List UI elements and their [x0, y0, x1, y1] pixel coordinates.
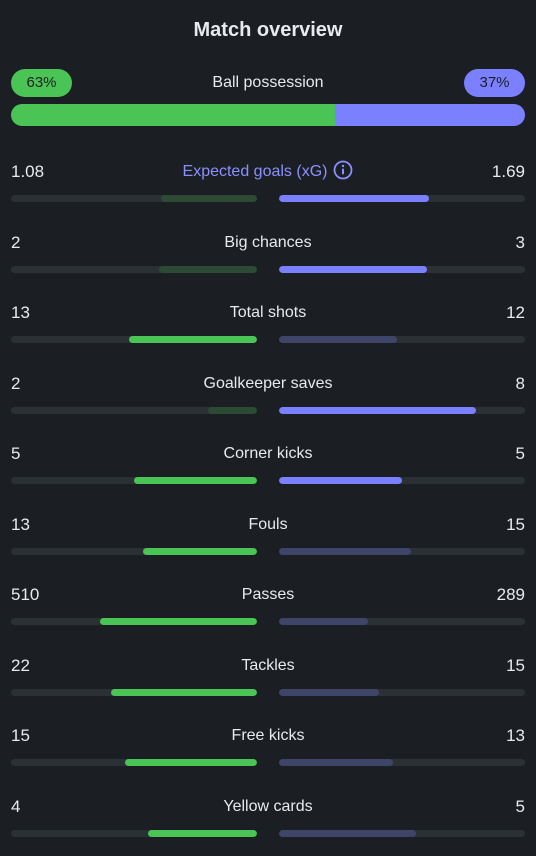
possession-label: Ball possession	[212, 74, 324, 91]
away-value: 13	[506, 726, 525, 745]
possession-bar-away	[334, 104, 525, 126]
stat-label-text: Corner kicks	[223, 445, 313, 462]
stat-label-text: Passes	[241, 586, 295, 603]
away-bar-fill	[279, 829, 416, 837]
stat-row-passes: 510 Passes 289	[11, 583, 525, 631]
home-bar-fill	[158, 265, 257, 273]
stat-row-corner-kicks: 5 Corner kicks 5	[11, 442, 525, 490]
stat-row-goalkeeper-saves: 2 Goalkeeper saves 8	[11, 372, 525, 420]
stat-row-tackles: 22 Tackles 15	[11, 654, 525, 702]
away-bar-fill	[279, 195, 430, 202]
home-bar-fill	[99, 618, 257, 625]
away-bar-track	[279, 759, 525, 766]
home-value: 2	[11, 232, 21, 252]
home-bar-fill	[129, 336, 257, 343]
home-bar-fill	[125, 759, 257, 766]
home-bar-track	[11, 688, 257, 696]
home-bar-track	[11, 547, 257, 555]
stat-row-fouls: 13 Fouls 15	[11, 513, 525, 561]
stat-label[interactable]: Expected goals (xG)	[11, 160, 525, 184]
away-possession-badge: 37%	[464, 69, 525, 97]
stat-row-free-kicks: 15 Free kicks 13	[11, 724, 525, 772]
away-value: 289	[496, 585, 525, 604]
away-bar-fill	[279, 547, 411, 555]
away-bar-fill	[279, 477, 402, 484]
away-bar-track	[279, 618, 525, 625]
home-bar-fill	[161, 195, 257, 202]
home-bar-track	[11, 336, 257, 343]
stat-label: Fouls	[11, 513, 525, 537]
home-value: 13	[11, 303, 30, 322]
possession-header: 63% Ball possession 37%	[11, 69, 525, 97]
home-bar-fill	[207, 406, 257, 414]
stat-label-text: Goalkeeper saves	[203, 374, 333, 392]
home-possession-badge: 63%	[11, 69, 72, 97]
home-bar-track	[11, 195, 257, 202]
away-value: 3	[515, 232, 525, 252]
stat-label-text: Big chances	[224, 233, 312, 251]
away-bar-fill	[279, 265, 427, 273]
stat-label-text: Total shots	[229, 304, 307, 321]
stat-label-text: Yellow cards	[223, 797, 313, 815]
away-bar-fill	[279, 688, 379, 696]
home-bar-track	[11, 759, 257, 766]
home-value: 22	[11, 655, 30, 675]
stat-row-big-chances: 2 Big chances 3	[11, 231, 525, 279]
stat-label: Big chances	[11, 231, 525, 255]
stat-label-text: Expected goals (xG)	[182, 163, 328, 180]
stat-label-text: Tackles	[241, 656, 295, 674]
home-bar-track	[11, 477, 257, 484]
home-bar-track	[11, 618, 257, 625]
away-value: 1.69	[491, 162, 525, 181]
home-bar-fill	[110, 688, 257, 696]
stat-label: Yellow cards	[11, 795, 525, 819]
home-value: 510	[11, 585, 40, 604]
stat-row-total-shots: 13 Total shots 12	[11, 301, 525, 349]
away-value: 15	[506, 514, 525, 534]
home-value: 1.08	[11, 162, 45, 181]
home-bar-track	[11, 406, 257, 414]
stat-row-yellow-cards: 4 Yellow cards 5	[11, 795, 525, 843]
away-bar-fill	[279, 759, 394, 766]
stat-row-expected-goals: 1.08 Expected goals (xG) 1.69	[11, 160, 525, 208]
home-bar-fill	[142, 547, 257, 555]
info-icon[interactable]	[333, 160, 353, 180]
away-value: 5	[515, 444, 525, 463]
away-bar-track	[279, 547, 525, 555]
away-bar-track	[279, 688, 525, 696]
away-value: 8	[515, 373, 525, 393]
away-bar-track	[279, 195, 525, 202]
stat-label: Total shots	[11, 301, 525, 325]
home-bar-fill	[134, 477, 257, 484]
home-value: 2	[11, 373, 21, 393]
away-bar-track	[279, 265, 525, 273]
page-title: Match overview	[193, 19, 343, 41]
away-bar-track	[279, 477, 525, 484]
home-value: 4	[11, 796, 21, 816]
home-bar-track	[11, 829, 257, 837]
away-bar-track	[279, 336, 525, 343]
away-value: 12	[506, 303, 525, 322]
stat-label-text: Fouls	[248, 515, 288, 533]
stat-label: Free kicks	[11, 724, 525, 748]
stat-label: Goalkeeper saves	[11, 372, 525, 396]
away-bar-fill	[279, 336, 398, 343]
stat-label-text: Free kicks	[231, 727, 305, 744]
stat-label: Corner kicks	[11, 442, 525, 466]
home-bar-track	[11, 265, 257, 273]
away-bar-fill	[279, 618, 368, 625]
home-value: 5	[11, 444, 21, 463]
stat-label: Tackles	[11, 654, 525, 678]
away-value: 5	[515, 796, 525, 816]
home-value: 13	[11, 514, 30, 534]
stat-label: Passes	[11, 583, 525, 607]
home-bar-fill	[147, 829, 257, 837]
home-value: 15	[11, 726, 30, 745]
possession-bar	[11, 104, 525, 126]
away-bar-track	[279, 406, 525, 414]
possession-bar-home	[11, 104, 335, 126]
away-bar-track	[279, 829, 525, 837]
away-value: 15	[506, 655, 525, 675]
away-bar-fill	[279, 406, 476, 414]
